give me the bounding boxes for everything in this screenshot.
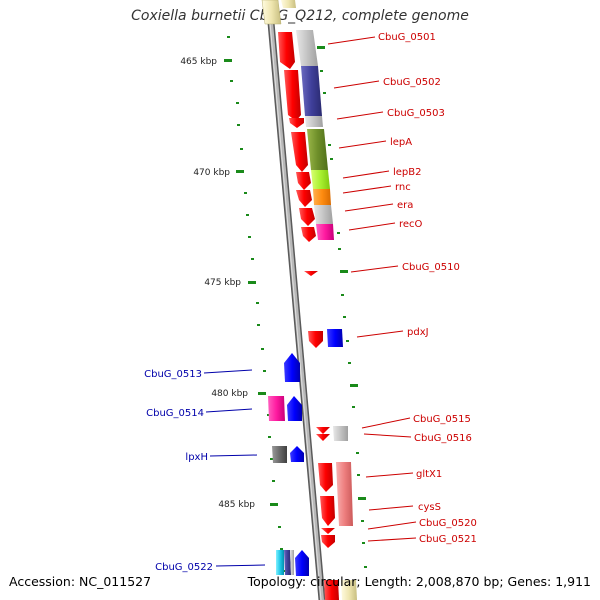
gene-label-pdxj: pdxJ — [407, 327, 429, 338]
gene-label-era: era — [397, 200, 413, 211]
gene-arrow — [320, 496, 335, 526]
gene-block — [341, 580, 357, 600]
gene-block — [272, 446, 287, 463]
gene-label-lepb2: lepB2 — [393, 167, 422, 178]
gene-arrow — [296, 190, 312, 207]
gene-label-cbug-0514: CbuG_0514 — [146, 408, 204, 419]
scale-label-475: 475 kbp — [204, 278, 241, 288]
reverse-strand-genes — [268, 353, 309, 576]
gene-block — [276, 550, 284, 575]
left-callout-lines — [203, 369, 266, 567]
gene-block — [313, 189, 331, 205]
gene-label-lpxh: lpxH — [185, 452, 208, 463]
gene-label-cbug-0513: CbuG_0513 — [144, 369, 202, 380]
scale-label-480: 480 kbp — [211, 389, 248, 399]
gene-block — [268, 396, 285, 421]
gene-block — [301, 66, 322, 116]
gene-label-cbug-0515: CbuG_0515 — [413, 414, 471, 425]
gene-label-cbug-0510: CbuG_0510 — [402, 262, 460, 273]
scale-label-470: 470 kbp — [193, 168, 230, 178]
gene-label-lepa: lepA — [390, 137, 412, 148]
scale-label-465: 465 kbp — [180, 57, 217, 67]
gene-label-cbug-0503: CbuG_0503 — [387, 108, 445, 119]
scale-labels: 465 kbp 470 kbp 475 kbp 480 kbp 485 kbp — [180, 57, 255, 510]
map-title: Coxiella burnetii CbuG_Q212, complete ge… — [131, 8, 469, 24]
gene-label-cbug-0522: CbuG_0522 — [155, 562, 213, 573]
gene-arrow — [301, 227, 316, 242]
gene-arrow — [284, 70, 301, 121]
gene-label-cbug-0501: CbuG_0501 — [378, 32, 436, 43]
gene-arrow — [299, 208, 315, 226]
gene-label-rnc: rnc — [395, 182, 411, 193]
gene-block — [333, 426, 348, 441]
gene-arrow — [304, 271, 318, 276]
gene-arrow — [296, 172, 311, 190]
gene-block — [327, 329, 343, 347]
gene-arrow — [261, 0, 282, 25]
gene-arrow — [278, 32, 295, 69]
gene-arrow — [291, 132, 308, 172]
topology-text: Topology: circular; Length: 2,008,870 bp… — [247, 574, 591, 589]
gene-block — [336, 462, 353, 526]
gene-arrow — [324, 580, 339, 600]
gene-arrow — [316, 434, 330, 441]
right-callout-lines — [327, 36, 417, 542]
gene-label-cbug-0502: CbuG_0502 — [383, 77, 441, 88]
gene-arrow — [289, 118, 304, 128]
gene-arrow — [318, 463, 333, 492]
gene-label-reco: recO — [399, 219, 423, 230]
scale-major-ticks — [224, 59, 278, 506]
gene-block — [290, 550, 294, 575]
gene-block — [281, 0, 296, 8]
right-gene-labels: CbuG_0501 CbuG_0502 CbuG_0503 lepA lepB2… — [378, 32, 477, 545]
gene-arrow — [290, 446, 304, 462]
scale-track-right — [317, 46, 367, 568]
gene-arrow — [287, 396, 302, 421]
cog-blocks — [281, 0, 357, 600]
gene-block — [316, 224, 334, 240]
gene-arrow — [295, 550, 309, 576]
gene-label-gltx1: gltX1 — [416, 469, 442, 480]
left-gene-labels: CbuG_0513 CbuG_0514 lpxH CbuG_0522 — [144, 369, 213, 573]
genome-backbone — [265, 0, 326, 600]
gene-arrow — [316, 427, 330, 434]
gene-block — [305, 116, 323, 127]
accession-text: Accession: NC_011527 — [9, 574, 152, 589]
gene-arrow — [321, 535, 335, 548]
gene-arrow — [321, 528, 335, 534]
gene-block — [296, 30, 318, 66]
gene-label-cbug-0520: CbuG_0520 — [419, 518, 477, 529]
gene-label-cbug-0521: CbuG_0521 — [419, 534, 477, 545]
gene-label-cyss: cysS — [418, 502, 441, 513]
gene-block — [307, 129, 328, 170]
gene-block — [314, 205, 333, 224]
gene-label-cbug-0516: CbuG_0516 — [414, 433, 472, 444]
scale-label-485: 485 kbp — [218, 500, 255, 510]
gene-arrow — [308, 331, 323, 348]
gene-block — [311, 170, 330, 189]
gene-block — [284, 550, 291, 575]
forward-strand-genes — [261, 0, 339, 600]
gene-arrow — [284, 353, 300, 382]
